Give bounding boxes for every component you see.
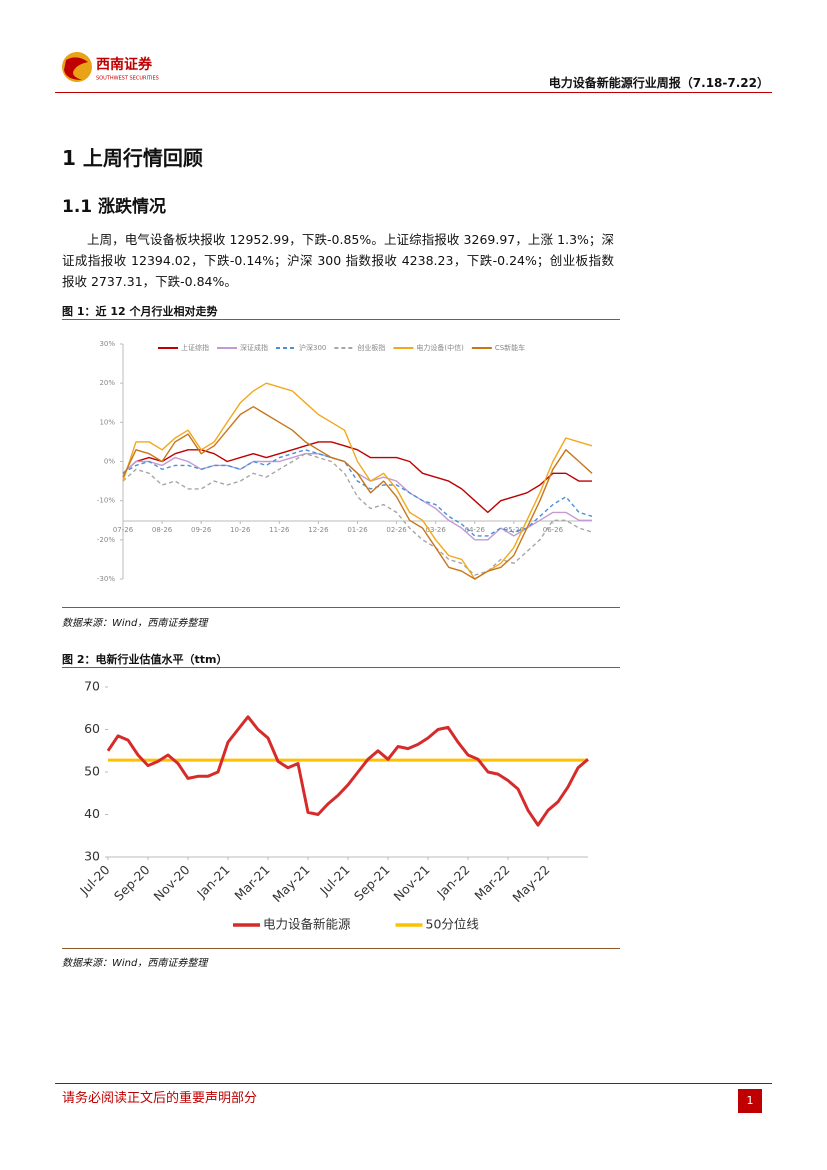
x-tick-label: 12-26 <box>308 526 329 534</box>
x-tick-label: Sep-20 <box>111 862 153 904</box>
series-line <box>122 441 592 514</box>
legend-label: CS新能车 <box>495 343 525 352</box>
x-tick-label: 06-26 <box>543 526 564 534</box>
y-tick-label: 30 <box>84 849 100 864</box>
figure-caption: 图 2：电新行业估值水平（ttm） <box>62 653 228 666</box>
heading: 1 上周行情回顾 <box>62 146 203 170</box>
figure-caption: 图 1：近 12 个月行业相对走势 <box>62 305 218 318</box>
legend-label: 电力设备新能源 <box>263 917 351 932</box>
source-rule <box>62 948 620 949</box>
x-tick-label: 08-26 <box>152 526 173 534</box>
x-tick-label: Jul-21 <box>316 862 352 898</box>
series-line <box>122 453 593 576</box>
x-tick-label: 05-26 <box>504 526 525 534</box>
y-tick-label: 50 <box>84 764 100 779</box>
x-tick-label: Jan-21 <box>193 862 232 901</box>
y-tick-label: -10% <box>97 497 115 505</box>
legend-label: 50分位线 <box>426 917 480 932</box>
x-tick-label: 11-26 <box>269 526 290 534</box>
x-tick-label: Mar-21 <box>231 862 272 903</box>
legend-label: 电力设备(中信) <box>416 343 464 352</box>
series-line <box>122 382 593 580</box>
x-tick-label: Mar-22 <box>471 862 512 903</box>
x-tick-label: 07-26 <box>113 526 134 534</box>
header-rule <box>55 92 772 93</box>
x-tick-label: Sep-21 <box>351 862 393 904</box>
x-tick-label: May-21 <box>269 862 312 905</box>
chart: 30% 20% 10% 0% -10% -20% -30% 07-26 08-26 09-26 10… <box>97 340 593 583</box>
source-rule <box>62 607 620 608</box>
y-tick-label: 60 <box>84 721 100 736</box>
header-title: 电力设备新能源行业周报（7.18-7.22） <box>548 76 769 90</box>
x-tick-label: May-22 <box>509 862 552 905</box>
y-tick-label: 20% <box>99 379 115 387</box>
caption-rule <box>62 319 620 320</box>
x-tick-label: 10-26 <box>230 526 251 534</box>
footer-disclaimer: 请务必阅读正文后的重要声明部分 <box>62 1091 258 1106</box>
y-tick-label: 10% <box>99 418 115 426</box>
paragraph: 上周，电气设备板块报收 12952.99，下跌-0.85%。上证综指报收 326… <box>62 232 614 289</box>
series-line <box>106 715 589 827</box>
legend-label: 深证成指 <box>240 343 268 352</box>
x-tick-label: 03-26 <box>425 526 446 534</box>
page-number: 1 <box>738 1089 762 1113</box>
series-line <box>122 449 593 537</box>
y-tick-label: 30% <box>99 340 115 348</box>
x-tick-label: 09-26 <box>191 526 212 534</box>
y-tick-label: 0% <box>104 458 115 466</box>
logo-mark <box>64 57 88 80</box>
legend-label: 创业板指 <box>357 343 385 352</box>
y-tick-label: -20% <box>97 536 115 544</box>
logo-subtext: SOUTHWEST SECURITIES <box>96 76 159 82</box>
x-tick-label: Jan-22 <box>433 862 472 901</box>
logo: 西南证券 SOUTHWEST SECURITIES <box>62 52 159 82</box>
caption-rule <box>62 667 620 668</box>
x-tick-label: Nov-20 <box>151 862 193 904</box>
subheading: 1.1 涨跌情况 <box>62 197 167 217</box>
figure-source: 数据来源：Wind，西南证券整理 <box>62 618 208 629</box>
x-tick-label: Jul-20 <box>76 862 112 898</box>
legend-label: 上证综指 <box>181 343 209 352</box>
x-tick-label: 04-26 <box>465 526 486 534</box>
footer-rule <box>55 1083 772 1084</box>
series-line <box>122 406 593 580</box>
y-tick-label: -30% <box>97 575 115 583</box>
logo-text: 西南证券 <box>96 56 153 73</box>
figure-source: 数据来源：Wind，西南证券整理 <box>62 958 208 969</box>
x-tick-label: 01-26 <box>347 526 368 534</box>
y-tick-label: 40 <box>84 806 100 821</box>
x-tick-label: Nov-21 <box>391 862 433 904</box>
y-tick-label: 70 <box>84 679 100 694</box>
legend-label: 沪深300 <box>299 343 326 352</box>
x-tick-label: 02-26 <box>386 526 407 534</box>
